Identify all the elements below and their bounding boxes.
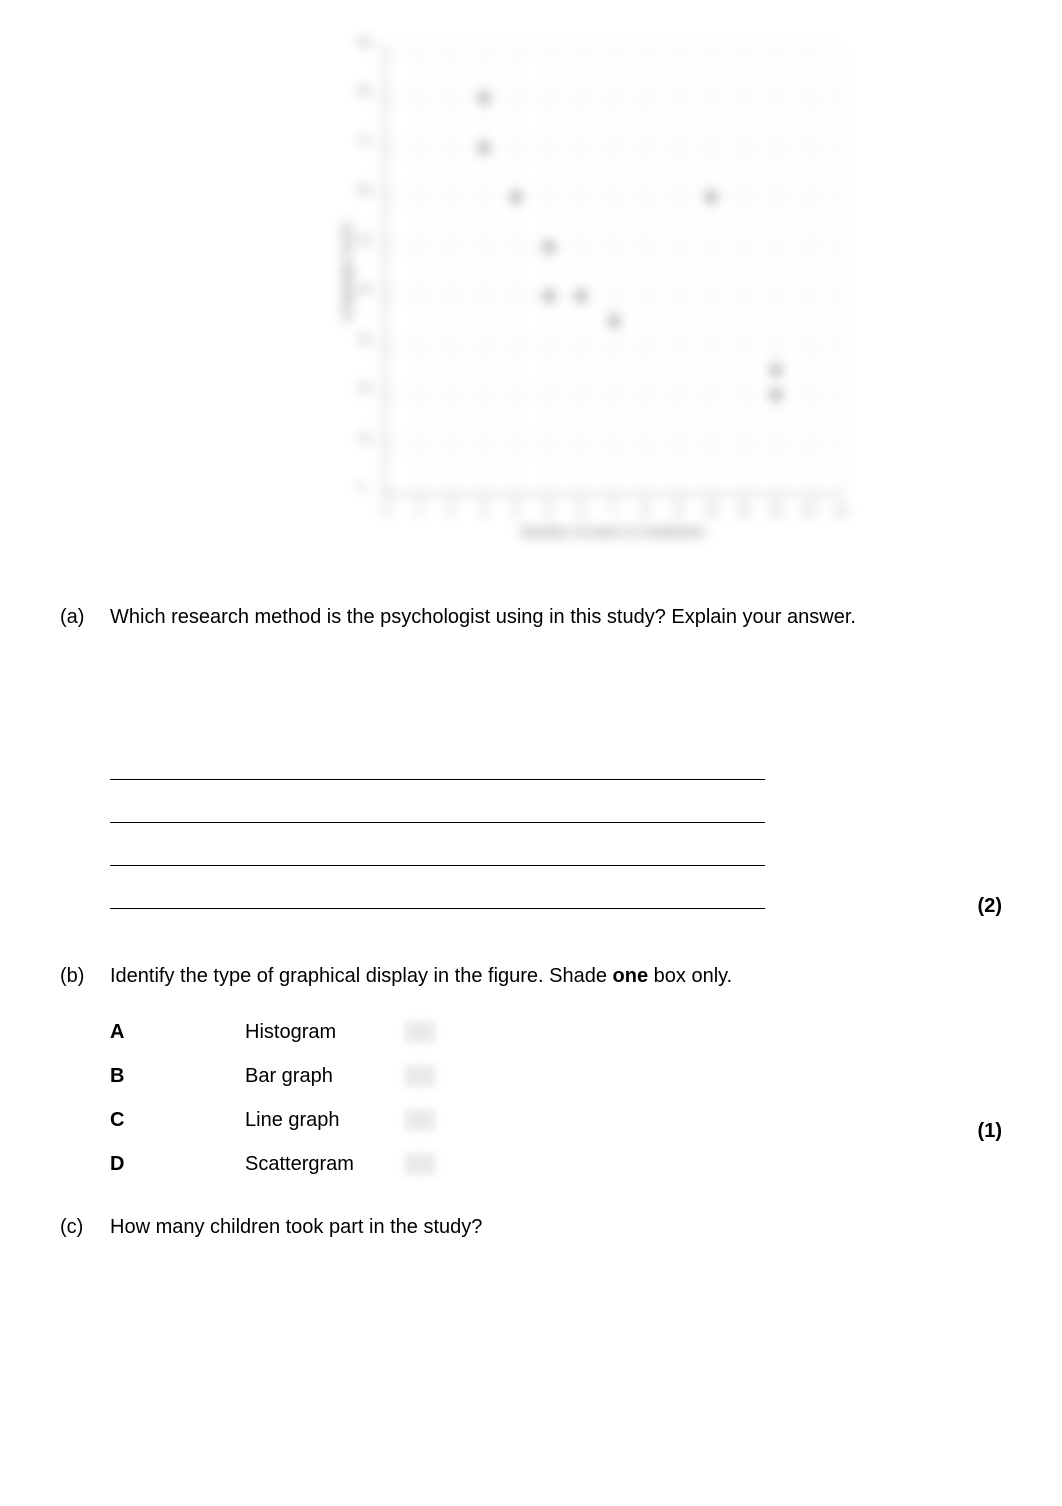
answer-line [110,865,765,866]
option-row: A Histogram [110,1016,1002,1048]
option-checkbox[interactable] [405,1153,435,1175]
chart-plot: Language score Number of years in instit… [385,50,840,495]
option-text: Bar graph [245,1065,405,1088]
option-row: D Scattergram [110,1148,1002,1180]
question-a: (a) Which research method is the psychol… [60,606,1002,951]
question-b: (b) Identify the type of graphical displ… [60,965,1002,1192]
option-letter: A [110,1021,245,1044]
question-a-label: (a) [60,606,110,629]
option-checkbox[interactable] [405,1109,435,1131]
option-text: Histogram [245,1021,405,1044]
option-row: B Bar graph [110,1060,1002,1092]
option-letter: C [110,1109,245,1132]
question-b-text-prefix: Identify the type of graphical display i… [110,965,613,987]
question-b-text-suffix: box only. [648,965,732,987]
option-row: C Line graph [110,1104,1002,1136]
question-b-text-bold: one [613,965,649,987]
question-a-text: Which research method is the psychologis… [110,606,1002,629]
answer-lines-a [110,779,1002,909]
option-text: Scattergram [245,1153,405,1176]
question-c-label: (c) [60,1216,110,1239]
answer-line [110,822,765,823]
question-a-marks: (2) [978,895,1002,918]
option-letter: B [110,1065,245,1088]
question-c-text: How many children took part in the study… [110,1216,1002,1239]
chart-xlabel: Number of years in institution [521,524,705,539]
option-text: Line graph [245,1109,405,1132]
chart-figure: Language score Number of years in instit… [280,40,840,570]
question-b-marks: (1) [978,1120,1002,1143]
option-checkbox[interactable] [405,1065,435,1087]
question-b-label: (b) [60,965,110,988]
option-checkbox[interactable] [405,1021,435,1043]
question-b-text: Identify the type of graphical display i… [110,965,1002,988]
question-c: (c) How many children took part in the s… [60,1216,1002,1239]
options-list: A Histogram B Bar graph C Line graph D S… [110,1016,1002,1180]
answer-line [110,779,765,780]
chart-ylabel: Language score [338,222,353,322]
option-letter: D [110,1153,245,1176]
answer-line [110,908,765,909]
